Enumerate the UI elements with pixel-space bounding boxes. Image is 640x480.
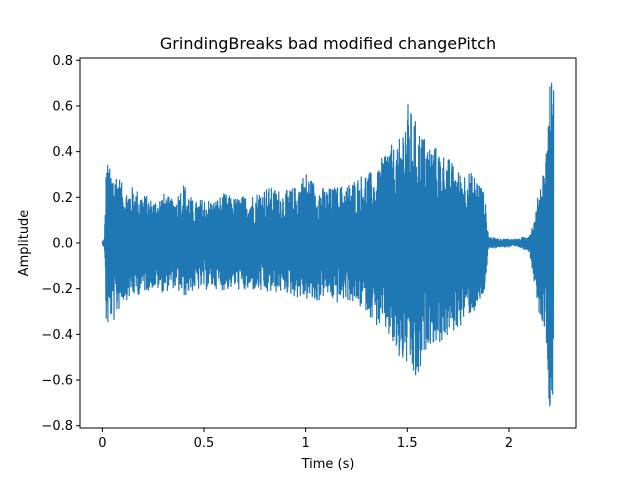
plot-area [101, 82, 555, 407]
y-tick-label: 0.8 [52, 54, 73, 69]
x-tick-label: 1 [301, 436, 309, 451]
y-tick-label: −0.2 [41, 282, 73, 297]
x-tick-label: 1.5 [397, 436, 418, 451]
y-tick-label: −0.4 [41, 328, 73, 343]
x-tick-label: 0 [98, 436, 106, 451]
y-axis-label: Amplitude [17, 210, 32, 277]
y-tick-label: 0.0 [52, 237, 73, 252]
x-tick-label: 0.5 [194, 436, 215, 451]
y-axis: −0.8 −0.6 −0.4 −0.2 0.0 0.2 0.4 0.6 0.8 [41, 54, 80, 434]
y-tick-label: 0.2 [52, 191, 73, 206]
waveform-series-line [101, 82, 555, 407]
y-tick-label: 0.4 [52, 145, 73, 160]
y-tick-label: −0.8 [41, 419, 73, 434]
x-axis: 0 0.5 1 1.5 2 [98, 428, 513, 451]
x-tick-label: 2 [505, 436, 513, 451]
x-axis-label: Time (s) [301, 457, 355, 472]
y-tick-label: 0.6 [52, 99, 73, 114]
y-tick-label: −0.6 [41, 374, 73, 389]
chart-title: GrindingBreaks bad modified changePitch [160, 34, 496, 53]
